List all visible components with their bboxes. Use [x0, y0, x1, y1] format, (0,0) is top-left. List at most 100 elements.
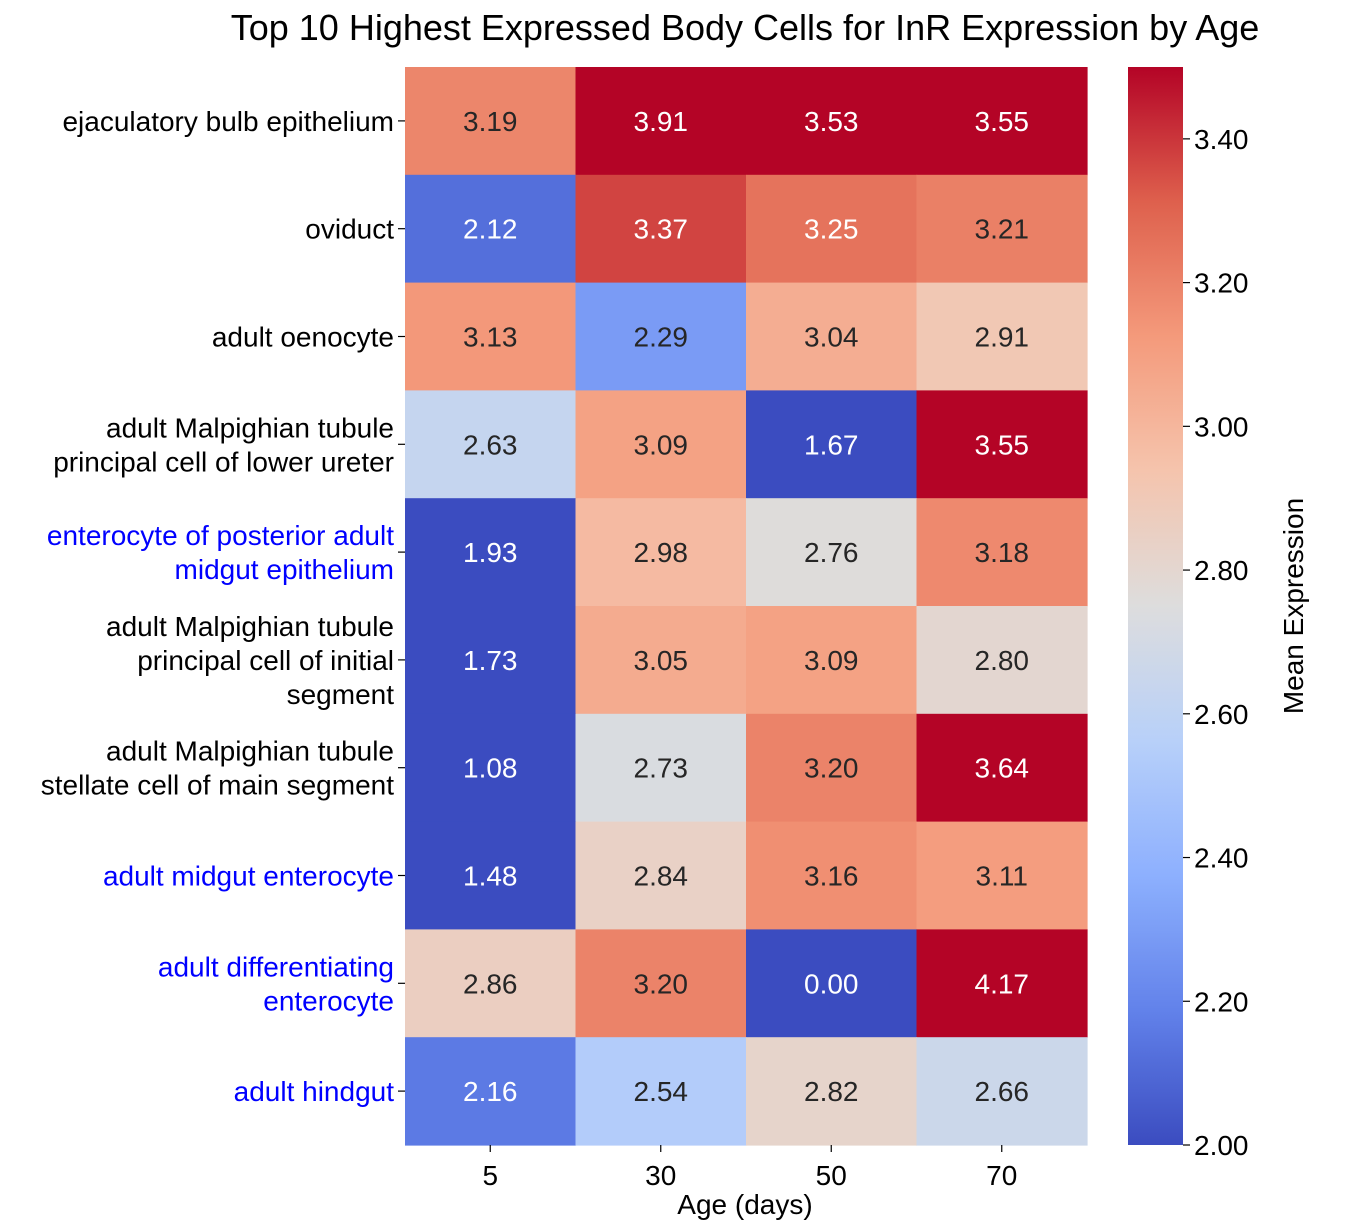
heatmap-cells: [405, 67, 1088, 1146]
cell-value-label: 2.84: [634, 861, 689, 892]
heatmap-cell: [916, 606, 1088, 715]
cell-value-label: 2.86: [463, 968, 518, 999]
heatmap-cell: [575, 929, 747, 1038]
heatmap-cell: [746, 67, 918, 176]
cell-value-label: 3.11: [976, 861, 1028, 892]
cell-value-label: 3.20: [634, 968, 689, 999]
heatmap-cell: [575, 282, 747, 391]
cell-value-label: 3.04: [804, 322, 859, 353]
x-tick-label: 30: [645, 1160, 676, 1191]
chart-title: Top 10 Highest Expressed Body Cells for …: [231, 7, 1260, 48]
colorbar-gradient: [1128, 67, 1183, 1145]
heatmap-cell: [746, 713, 918, 823]
heatmap-cell: [746, 390, 918, 499]
heatmap-cell: [405, 1037, 577, 1146]
heatmap-cell: [916, 67, 1088, 176]
cell-value-label: 2.54: [634, 1076, 689, 1107]
y-tick-label: enterocyte of posterior adult midgut epit…: [47, 520, 394, 585]
cell-value-label: 0.00: [804, 968, 859, 999]
heatmap-cell: [746, 1037, 918, 1146]
heatmap-cell: [405, 390, 577, 499]
colorbar-tick-label: 3.20: [1194, 268, 1249, 299]
cell-value-label: 3.18: [975, 537, 1030, 568]
cell-value-label: 3.20: [804, 753, 859, 784]
heatmap-cell: [916, 929, 1088, 1038]
heatmap-cell: [916, 498, 1088, 607]
cell-value-label: 1.67: [804, 429, 859, 460]
y-tick-label: oviduct: [305, 214, 394, 245]
heatmap-cell: [405, 821, 577, 930]
cell-value-label: 3.19: [463, 106, 518, 137]
y-tick-label: adult Malpighian tubule stellate cell of …: [41, 736, 395, 801]
cell-value-label: 1.93: [463, 537, 518, 568]
heatmap-cell: [746, 606, 918, 715]
cell-value-label: 3.55: [975, 106, 1030, 137]
cell-value-label: 2.16: [463, 1076, 518, 1107]
heatmap-cell: [405, 929, 577, 1038]
heatmap-cell: [575, 174, 747, 284]
x-tick-label: 70: [986, 1160, 1017, 1191]
heatmap-cell: [405, 67, 577, 176]
cell-value-label: 3.25: [804, 214, 859, 245]
heatmap-cell: [405, 174, 577, 284]
colorbar-tick-label: 2.80: [1194, 555, 1249, 586]
cell-value-label: 1.73: [463, 645, 518, 676]
cell-value-label: 3.21: [975, 214, 1030, 245]
cell-value-label: 2.63: [463, 429, 518, 460]
cell-value-label: 1.08: [463, 753, 518, 784]
cell-value-label: 3.91: [634, 106, 689, 137]
cell-value-label: 3.09: [804, 645, 859, 676]
heatmap-cell-labels: 3.19 3.91 3.53 3.55 2.12 3.37 3.25 3.21 3.13 2.29…: [463, 106, 1029, 1107]
cell-value-label: 3.09: [634, 429, 689, 460]
cell-value-label: 3.13: [463, 322, 518, 353]
heatmap-cell: [405, 606, 577, 715]
colorbar-label: Mean Expression: [1278, 498, 1309, 714]
x-tick-label: 50: [816, 1160, 847, 1191]
y-axis: ejaculatory bulb epithelium oviduct adult …: [41, 106, 405, 1107]
heatmap-cell: [916, 174, 1088, 284]
heatmap-cell: [916, 282, 1088, 391]
heatmap-cell: [746, 821, 918, 930]
y-tick-label: ejaculatory bulb epithelium: [62, 106, 394, 137]
heatmap-cell: [916, 713, 1088, 823]
y-tick-label: adult differentiating enterocyte: [158, 951, 394, 1016]
cell-value-label: 1.48: [463, 861, 518, 892]
heatmap-cell: [746, 174, 918, 284]
heatmap-cell: [575, 713, 747, 823]
y-tick-label: adult hindgut: [234, 1076, 395, 1107]
cell-value-label: 2.73: [634, 753, 689, 784]
cell-value-label: 2.12: [463, 214, 518, 245]
x-axis: 5 30 50 70: [482, 1145, 1017, 1191]
cell-value-label: 3.55: [975, 429, 1030, 460]
y-tick-label: adult Malpighian tubule principal cell of…: [106, 611, 394, 710]
y-tick-label: adult Malpighian tubule principal cell of…: [53, 412, 394, 477]
y-tick-label: adult midgut enterocyte: [103, 861, 394, 892]
cell-value-label: 3.16: [804, 861, 859, 892]
cell-value-label: 3.05: [634, 645, 689, 676]
heatmap-cell: [405, 282, 577, 391]
heatmap-cell: [916, 390, 1088, 499]
cell-value-label: 2.29: [634, 322, 689, 353]
heatmap-cell: [575, 390, 747, 499]
heatmap-cell: [575, 606, 747, 715]
colorbar-tick-label: 3.00: [1194, 411, 1249, 442]
heatmap-cell: [405, 498, 577, 607]
heatmap-cell: [916, 821, 1088, 930]
heatmap-cell: [916, 1037, 1088, 1146]
colorbar-tick-label: 2.60: [1194, 699, 1249, 730]
colorbar: 2.00 2.20 2.40 2.60 2.80 3.00 3.20 3.40 Mean Exp…: [1128, 67, 1309, 1161]
cell-value-label: 4.17: [975, 968, 1030, 999]
cell-value-label: 2.76: [804, 537, 859, 568]
cell-value-label: 2.80: [975, 645, 1030, 676]
colorbar-tick-label: 2.20: [1194, 986, 1249, 1017]
cell-value-label: 2.98: [634, 537, 689, 568]
heatmap-cell: [746, 282, 918, 391]
x-tick-label: 5: [482, 1160, 498, 1191]
heatmap-cell: [405, 713, 577, 823]
cell-value-label: 2.66: [975, 1076, 1030, 1107]
heatmap-cell: [746, 498, 918, 607]
heatmap-cell: [575, 498, 747, 607]
heatmap-cell: [575, 1037, 747, 1146]
heatmap-cell: [575, 67, 747, 176]
